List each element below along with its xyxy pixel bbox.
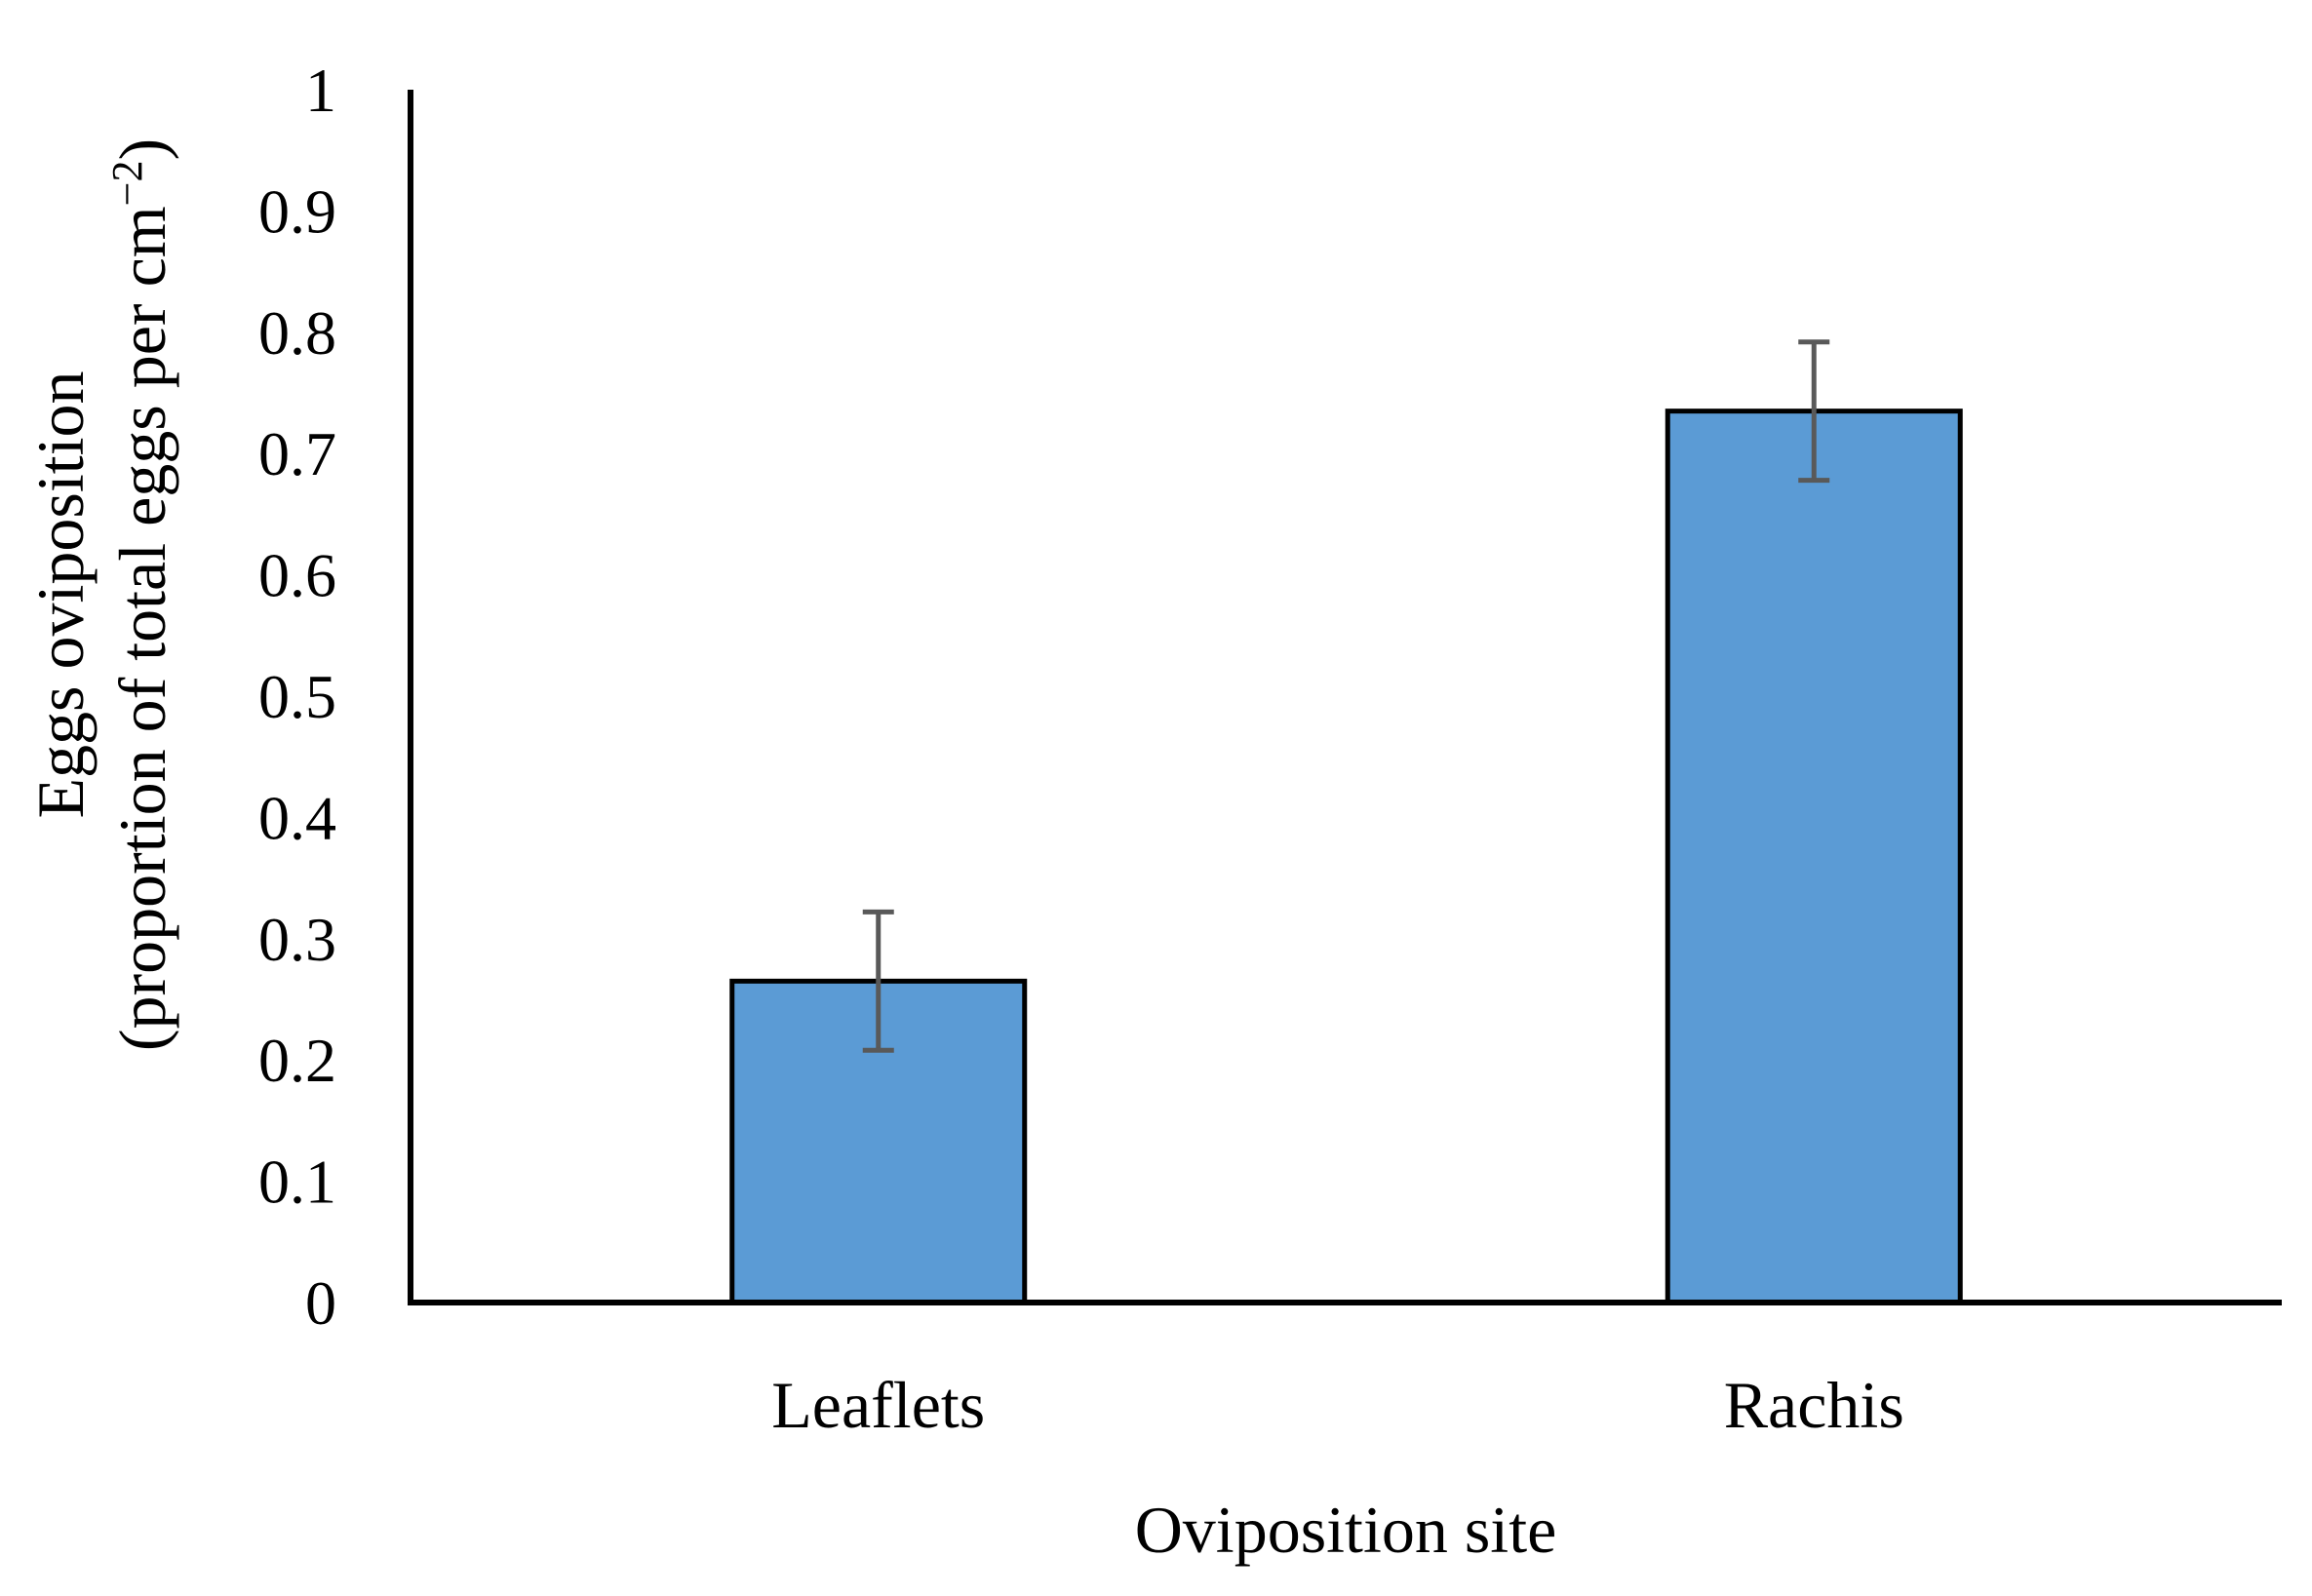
x-axis-title: Oviposition site	[1135, 1493, 1557, 1567]
y-tick-labels: 0 0.1 0.2 0.3 0.4 0.5 0.6 0.7 0.8 0.9 1	[258, 56, 336, 1338]
error-bars	[862, 339, 1830, 1053]
y-axis-title-line-2: (proportion of total eggs per cm−2)	[103, 138, 179, 1051]
y-tick-label: 1	[305, 56, 336, 125]
y-tick-label: 0.2	[258, 1026, 336, 1095]
bar-rachis	[1665, 409, 1963, 1305]
x-category-label: Rachis	[1724, 1368, 1904, 1442]
y-tick-label: 0.8	[258, 298, 336, 368]
y-tick-label: 0.9	[258, 176, 336, 246]
y-axis-title-line-2-end: )	[105, 138, 179, 161]
y-tick-label: 0.6	[258, 541, 336, 610]
bars	[729, 409, 1963, 1305]
y-tick-label: 0.3	[258, 905, 336, 974]
y-tick-label: 0.5	[258, 662, 336, 731]
y-tick-label: 0.1	[258, 1148, 336, 1217]
x-category-labels: Leaflets Rachis	[771, 1368, 1904, 1442]
y-axis-title-line-2-main: (proportion of total eggs per cm	[105, 206, 179, 1051]
error-bar-rachis	[1798, 339, 1830, 484]
y-tick-label: 0	[305, 1268, 336, 1338]
y-axis-title: Eggs oviposition (proportion of total eg…	[23, 138, 179, 1051]
y-axis-title-line-1: Eggs oviposition	[23, 370, 98, 818]
y-tick-label: 0.4	[258, 783, 336, 852]
error-bar-leaflets	[862, 909, 894, 1053]
x-category-label: Leaflets	[771, 1368, 985, 1442]
y-axis-title-superscript: −2	[103, 161, 151, 207]
y-tick-label: 0.7	[258, 419, 336, 488]
